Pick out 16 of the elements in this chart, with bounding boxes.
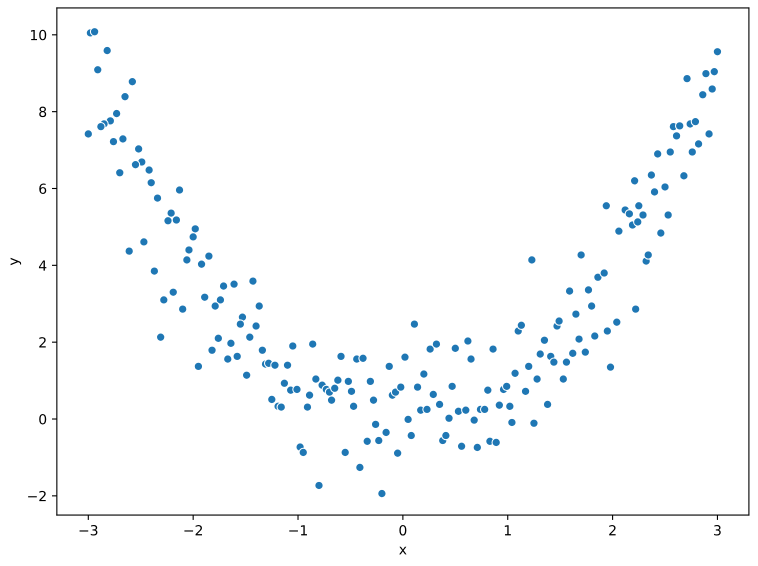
y-tick-label: 2: [39, 337, 46, 348]
x-tick-label: 2: [609, 525, 616, 536]
x-tick-label: 0: [399, 525, 406, 536]
x-axis-title: x: [399, 546, 407, 554]
y-tick-label: 8: [39, 106, 46, 118]
y-tick-label: 10: [30, 30, 46, 40]
x-tick-label: 3: [714, 525, 721, 536]
x-tick-label: 1: [504, 525, 511, 536]
y-tick-label: 4: [38, 260, 46, 271]
x-tick-label: −3: [80, 525, 98, 536]
x-tick-label: −1: [289, 525, 307, 536]
y-tick-label: 0: [39, 414, 46, 424]
x-tick-label: −2: [184, 525, 202, 536]
y-tick-label: −2: [28, 490, 46, 502]
y-tick-label: 6: [39, 183, 46, 194]
y-axis-title: y: [10, 258, 22, 266]
